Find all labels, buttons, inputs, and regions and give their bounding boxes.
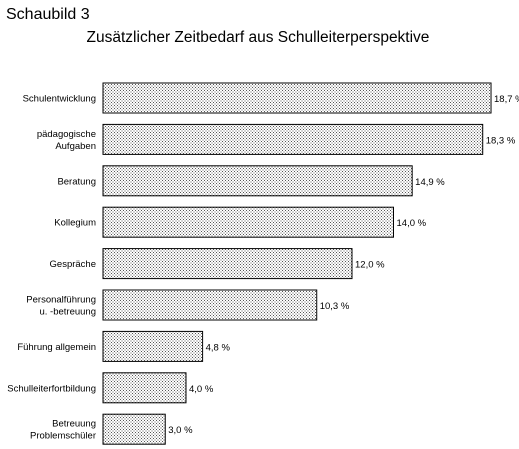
bar-5: [102, 248, 353, 280]
value-label: 18,3 %: [486, 135, 516, 146]
bar-3: [102, 165, 413, 197]
bar-8: [102, 372, 187, 404]
bar-9: [102, 413, 166, 445]
category-label: pädagogische: [37, 129, 96, 140]
value-label: 12,0 %: [355, 260, 385, 271]
category-label: Schulleiterfortbildung: [7, 383, 96, 394]
category-label: Schulentwicklung: [23, 94, 96, 105]
value-label: 4,8 %: [206, 342, 231, 353]
category-label: Problemschüler: [30, 431, 96, 442]
bar-6: [102, 289, 318, 321]
category-label: Betreuung: [52, 419, 96, 430]
category-label: Beratung: [57, 176, 96, 187]
category-label: Aufgaben: [55, 141, 96, 152]
bars-group: 18,7 % Schulentwicklung 18,3 % pädagogische…: [7, 82, 519, 445]
category-label: Führung allgemein: [17, 342, 96, 353]
chart-title: Zusätzlicher Zeitbedarf aus Schulleiterp…: [87, 29, 430, 46]
bar-7: [102, 330, 204, 362]
figure-label: Schaubild 3: [6, 6, 90, 23]
value-label: 4,0 %: [189, 384, 214, 395]
bar-1: [102, 82, 492, 114]
value-label: 14,0 %: [397, 218, 427, 229]
bar-4: [102, 206, 394, 238]
value-label: 10,3 %: [320, 301, 350, 312]
category-label: Personalführung: [26, 295, 96, 306]
category-label: Gespräche: [50, 259, 96, 270]
value-label: 14,9 %: [415, 177, 445, 188]
value-label: 3,0 %: [168, 425, 193, 436]
value-label: 18,7 %: [494, 94, 519, 105]
category-label: Kollegium: [54, 218, 96, 229]
category-label: u. -betreuung: [39, 307, 96, 318]
bar-2: [102, 123, 484, 155]
